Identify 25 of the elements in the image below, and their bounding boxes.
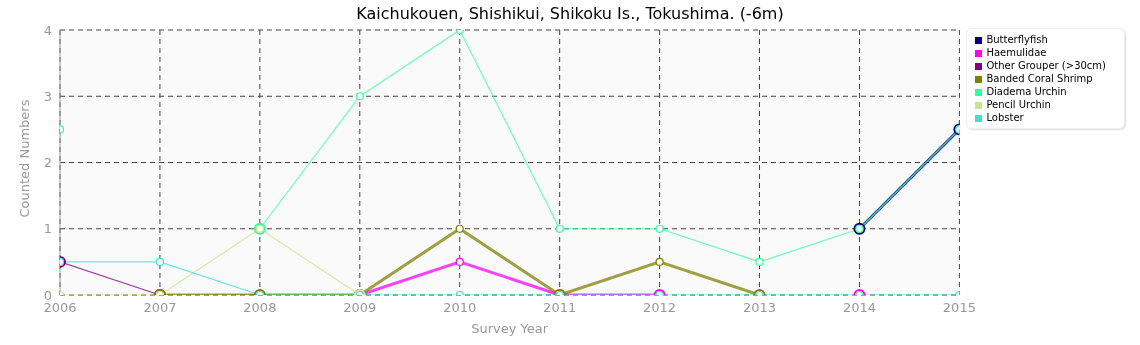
x-tick-label: 2008 (243, 300, 277, 316)
y-axis-title: Counted Numbers (16, 99, 32, 218)
legend-label: Haemulidae (986, 47, 1047, 58)
x-tick-label: 2012 (643, 300, 677, 316)
legend-label: Lobster (986, 112, 1024, 123)
x-axis-title: Survey Year (471, 321, 549, 336)
y-tick-label: 2 (43, 155, 52, 171)
legend-label: Banded Coral Shrimp (986, 73, 1093, 84)
chart-title: Kaichukouen, Shishikui, Shikoku Is., Tokushima. (-6m) (356, 4, 784, 23)
y-tick-label: 3 (43, 88, 52, 104)
x-tick-label: 2010 (443, 300, 477, 316)
legend-label: Butterflyfish (986, 34, 1048, 45)
y-tick-label: 1 (43, 221, 52, 237)
legend-label: Other Grouper (>30cm) (986, 60, 1106, 71)
y-tick-label: 0 (43, 287, 52, 303)
x-tick-label: 2006 (43, 300, 77, 316)
x-tick-label: 2014 (842, 300, 877, 316)
y-tick-label: 4 (43, 22, 52, 38)
x-tick-label: 2013 (742, 300, 777, 316)
legend-label: Diadema Urchin (986, 86, 1067, 97)
x-tick-label: 2015 (942, 300, 976, 316)
x-tick-label: 2009 (343, 300, 377, 316)
x-tick-label: 2011 (543, 300, 577, 316)
legend-label: Pencil Urchin (986, 99, 1051, 110)
x-tick-label: 2007 (143, 300, 177, 316)
